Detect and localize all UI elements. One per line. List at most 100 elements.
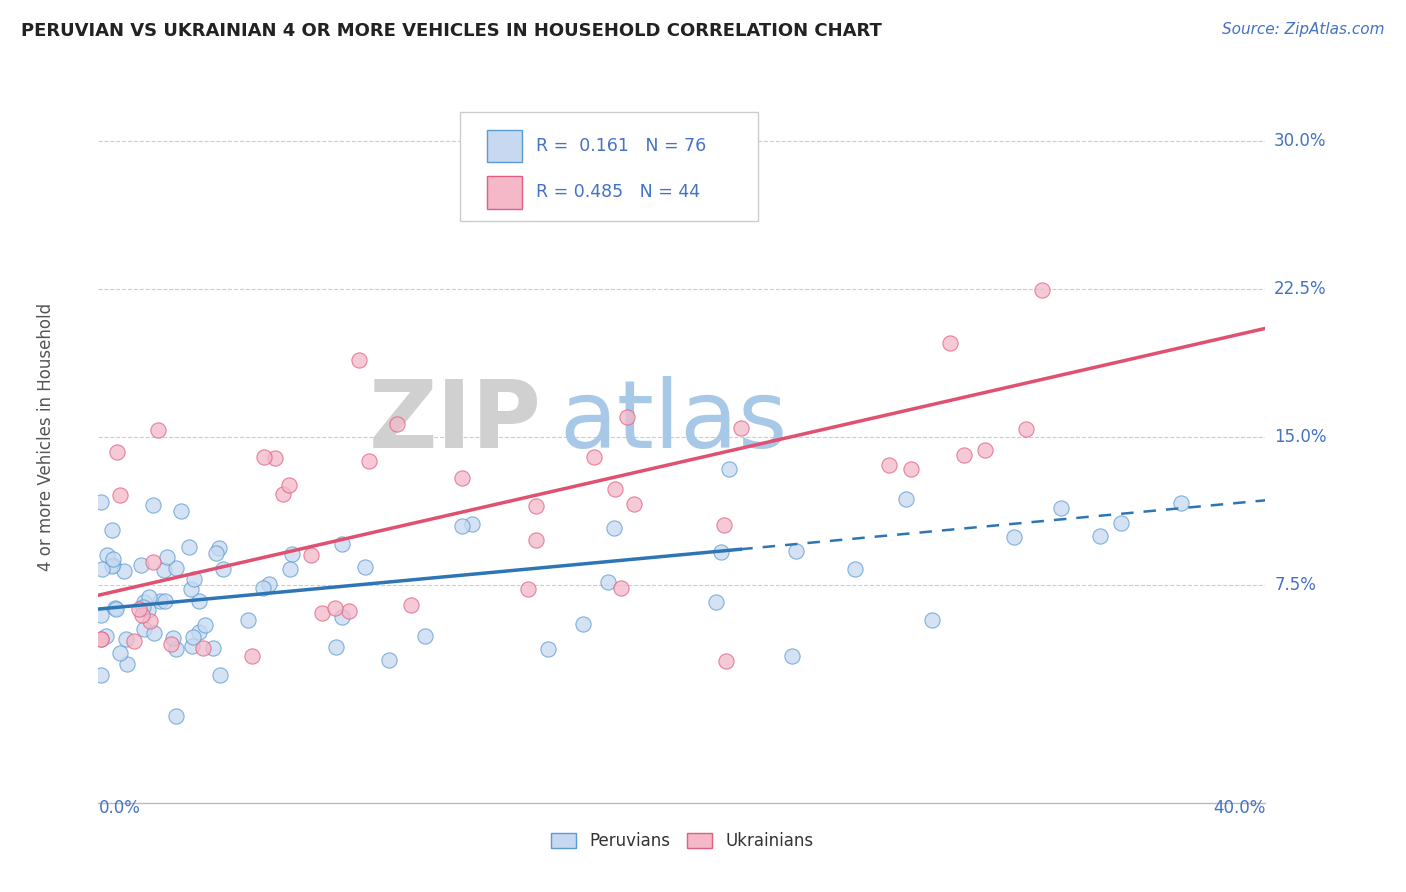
Point	[252, 581, 274, 595]
Point	[1015, 422, 1038, 436]
Point	[281, 547, 304, 561]
Point	[191, 641, 214, 656]
Point	[583, 450, 606, 465]
Point	[524, 533, 547, 548]
Point	[101, 552, 124, 566]
Point	[278, 478, 301, 492]
Text: 30.0%: 30.0%	[1274, 131, 1327, 150]
Point	[134, 622, 156, 636]
Text: 7.5%: 7.5%	[1274, 576, 1316, 594]
Point	[517, 582, 540, 597]
Point	[900, 462, 922, 476]
Point	[153, 563, 176, 577]
Point	[90, 608, 112, 623]
Text: PERUVIAN VS UKRAINIAN 4 OR MORE VEHICLES IN HOUSEHOLD CORRELATION CHART: PERUVIAN VS UKRAINIAN 4 OR MORE VEHICLES…	[21, 22, 882, 40]
Point	[101, 523, 124, 537]
Point	[1002, 530, 1025, 544]
Point	[138, 590, 160, 604]
Point	[730, 421, 752, 435]
Point	[105, 602, 128, 616]
Point	[704, 595, 727, 609]
Point	[205, 546, 228, 560]
Point	[115, 657, 138, 671]
Point	[257, 577, 280, 591]
Point	[450, 519, 472, 533]
Point	[134, 595, 156, 609]
Point	[713, 518, 735, 533]
Point	[211, 561, 233, 575]
Text: ZIP: ZIP	[368, 376, 541, 468]
Point	[91, 562, 114, 576]
Point	[973, 443, 995, 458]
Point	[240, 649, 263, 664]
Point	[201, 640, 224, 655]
Point	[112, 564, 135, 578]
Point	[524, 499, 547, 513]
Point	[1111, 516, 1133, 531]
Point	[413, 629, 436, 643]
Point	[142, 498, 165, 512]
Point	[188, 594, 211, 608]
Point	[142, 626, 165, 640]
Point	[122, 633, 145, 648]
Legend: Peruvians, Ukrainians: Peruvians, Ukrainians	[544, 825, 820, 856]
Point	[323, 600, 346, 615]
Point	[156, 549, 179, 564]
Point	[877, 458, 900, 472]
Text: Source: ZipAtlas.com: Source: ZipAtlas.com	[1222, 22, 1385, 37]
Point	[162, 631, 184, 645]
Point	[280, 561, 302, 575]
Point	[101, 558, 124, 573]
Point	[537, 641, 560, 656]
Point	[94, 629, 117, 643]
Point	[311, 606, 333, 620]
Point	[138, 614, 160, 628]
Point	[183, 572, 205, 586]
Point	[1170, 496, 1192, 510]
Text: 22.5%: 22.5%	[1274, 280, 1327, 298]
Point	[461, 517, 484, 532]
Point	[301, 548, 323, 562]
Point	[1088, 529, 1111, 543]
Point	[90, 632, 112, 647]
Point	[132, 599, 155, 614]
Point	[90, 494, 112, 508]
Point	[896, 492, 918, 507]
Point	[572, 617, 595, 632]
Point	[238, 613, 260, 627]
Point	[451, 470, 474, 484]
Point	[180, 582, 202, 597]
Point	[1031, 283, 1053, 297]
Point	[160, 637, 183, 651]
FancyBboxPatch shape	[486, 176, 522, 209]
Point	[1050, 501, 1073, 516]
Text: atlas: atlas	[560, 376, 787, 468]
Point	[165, 708, 187, 723]
Point	[149, 594, 172, 608]
Point	[194, 618, 217, 632]
Point	[165, 560, 187, 574]
Point	[718, 462, 741, 476]
Point	[103, 558, 125, 572]
Point	[330, 537, 353, 551]
Point	[177, 540, 200, 554]
Point	[187, 624, 209, 639]
Point	[104, 601, 127, 615]
Text: 0.0%: 0.0%	[98, 799, 141, 817]
Point	[271, 487, 294, 501]
Point	[603, 521, 626, 535]
Point	[337, 604, 360, 618]
Point	[129, 558, 152, 572]
Text: R = 0.485   N = 44: R = 0.485 N = 44	[536, 183, 700, 201]
Point	[844, 561, 866, 575]
Point	[953, 448, 976, 462]
Point	[183, 630, 205, 644]
Point	[921, 614, 943, 628]
Point	[90, 667, 112, 681]
Point	[146, 423, 169, 437]
Point	[181, 639, 204, 653]
Point	[330, 610, 353, 624]
Point	[325, 640, 347, 655]
Point	[710, 545, 733, 559]
Text: 4 or more Vehicles in Household: 4 or more Vehicles in Household	[37, 303, 55, 571]
